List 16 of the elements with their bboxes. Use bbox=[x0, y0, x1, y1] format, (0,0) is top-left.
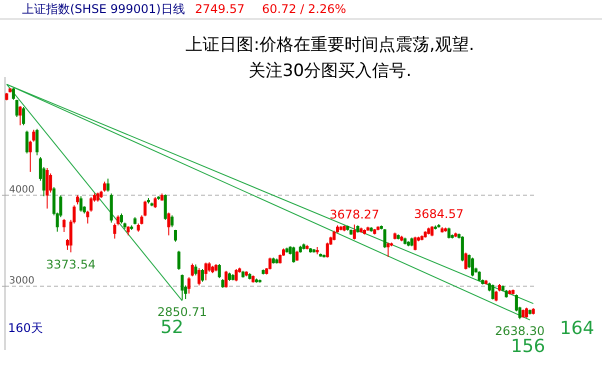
text: 60.72 / 2.26% bbox=[262, 2, 346, 16]
annotation: 2850.71 bbox=[157, 304, 208, 319]
chart-title: 上证指数(SHSE 999001)日线 bbox=[22, 2, 185, 16]
annotation: 3678.27 bbox=[330, 208, 380, 222]
annotation: 3684.57 bbox=[414, 207, 464, 222]
annotation: 3373.54 bbox=[46, 257, 96, 272]
annotation: 关注30分图买入信号. bbox=[248, 61, 412, 81]
text: 2749.57 bbox=[195, 2, 245, 16]
text: 上证日图:价格在重要时间点震荡,观望. bbox=[186, 35, 474, 55]
annotation: 52 bbox=[160, 317, 184, 338]
text: 164 bbox=[560, 318, 594, 339]
y-tick-label: 3000 bbox=[9, 275, 34, 286]
annotation: 2638.30 bbox=[494, 324, 545, 338]
annotation: 160天 bbox=[8, 321, 43, 335]
y-tick-label: 4000 bbox=[9, 184, 34, 196]
annotation: 156 bbox=[510, 336, 546, 357]
